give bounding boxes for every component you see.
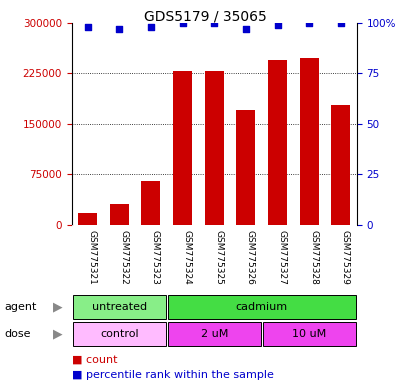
Text: GSM775326: GSM775326 <box>245 230 254 285</box>
Point <box>116 26 122 32</box>
Point <box>147 24 154 30</box>
Text: GSM775325: GSM775325 <box>213 230 222 285</box>
Point <box>84 24 91 30</box>
Bar <box>167 322 260 346</box>
Bar <box>173 71 191 225</box>
Text: dose: dose <box>4 329 31 339</box>
Point <box>210 20 217 26</box>
Text: GSM775328: GSM775328 <box>308 230 317 285</box>
Text: GDS5179 / 35065: GDS5179 / 35065 <box>143 10 266 23</box>
Bar <box>167 295 355 319</box>
Bar <box>204 71 223 225</box>
Bar <box>72 322 165 346</box>
Bar <box>141 181 160 225</box>
Point <box>242 26 249 32</box>
Text: GSM775324: GSM775324 <box>182 230 191 285</box>
Point <box>179 20 185 26</box>
Text: ■ count: ■ count <box>72 355 117 365</box>
Text: 10 uM: 10 uM <box>291 329 326 339</box>
Text: GSM775329: GSM775329 <box>340 230 349 285</box>
Text: 2 uM: 2 uM <box>200 329 227 339</box>
Bar <box>78 213 97 225</box>
Bar <box>72 295 165 319</box>
Text: control: control <box>100 329 138 339</box>
Text: GSM775321: GSM775321 <box>88 230 97 285</box>
Text: ▶: ▶ <box>52 328 62 341</box>
Text: ▶: ▶ <box>52 301 62 314</box>
Text: untreated: untreated <box>92 302 146 312</box>
Point <box>305 20 312 26</box>
Point <box>274 22 280 28</box>
Bar <box>110 205 128 225</box>
Bar <box>267 60 286 225</box>
Text: agent: agent <box>4 302 36 312</box>
Point <box>337 20 343 26</box>
Text: cadmium: cadmium <box>235 302 287 312</box>
Text: GSM775322: GSM775322 <box>119 230 128 285</box>
Text: ■ percentile rank within the sample: ■ percentile rank within the sample <box>72 370 273 380</box>
Text: GSM775323: GSM775323 <box>151 230 160 285</box>
Bar <box>330 105 350 225</box>
Bar <box>299 58 318 225</box>
Text: GSM775327: GSM775327 <box>277 230 286 285</box>
Bar <box>262 322 355 346</box>
Bar <box>236 111 255 225</box>
